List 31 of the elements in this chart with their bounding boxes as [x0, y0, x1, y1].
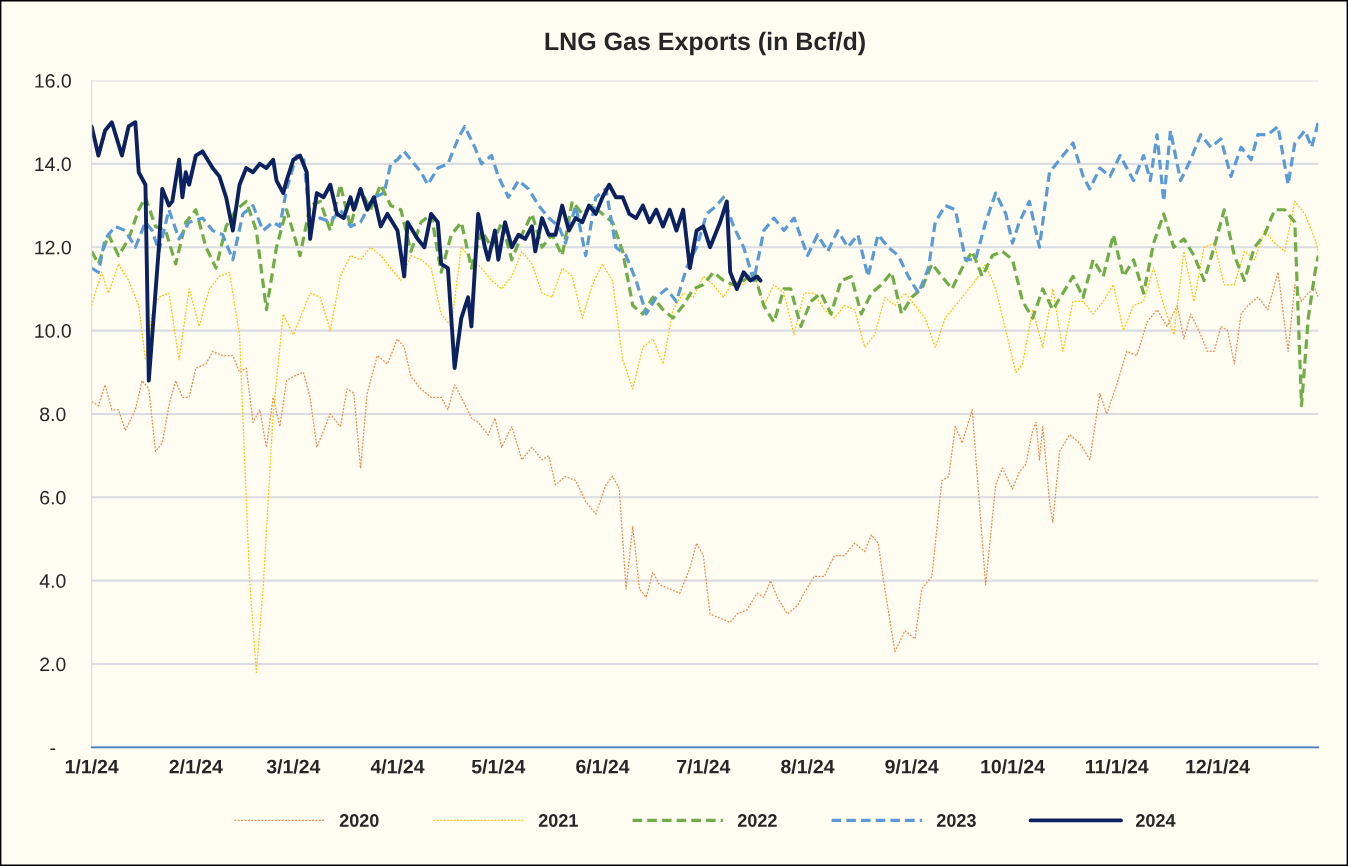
x-tick-label: 3/1/24 — [266, 759, 321, 774]
y-tick-label: 10.0 — [35, 324, 71, 338]
legend-label: 2022 — [737, 814, 777, 827]
line-series — [91, 271, 1319, 653]
y-tick-label: 14.0 — [35, 157, 71, 172]
x-tick-label: 1/1/24 — [65, 759, 119, 774]
legend-label: 2024 — [1136, 814, 1176, 827]
y-tick-label: 6.0 — [40, 490, 66, 505]
x-tick-label: 4/1/24 — [370, 759, 425, 774]
x-tick-label: 9/1/24 — [885, 759, 939, 774]
line-series — [91, 200, 1319, 673]
legend-label: 2020 — [339, 814, 379, 827]
line-series — [91, 120, 763, 383]
y-tick-label: 8.0 — [40, 407, 66, 422]
line-series — [91, 120, 1319, 316]
y-tick-label: 16.0 — [35, 74, 71, 88]
x-tick-label: 12/1/24 — [1186, 759, 1250, 774]
x-tick-label: 5/1/24 — [471, 759, 526, 774]
x-tick-label: 7/1/24 — [677, 759, 731, 774]
y-tick-label: 2.0 — [40, 657, 66, 672]
y-tick-label: 4.0 — [39, 574, 66, 588]
legend-label: 2021 — [538, 814, 578, 827]
x-tick-label: 8/1/24 — [781, 759, 835, 774]
chart-title: LNG Gas Exports (in Bcf/d) — [545, 31, 865, 56]
x-tick-label: 2/1/24 — [169, 759, 223, 774]
y-tick-label: - — [50, 748, 56, 750]
x-tick-label: 10/1/24 — [981, 759, 1045, 774]
x-tick-label: 11/1/24 — [1086, 759, 1149, 774]
y-tick-label: 12.0 — [35, 240, 71, 255]
legend-label: 2023 — [936, 814, 976, 827]
x-tick-label: 6/1/24 — [576, 759, 630, 774]
